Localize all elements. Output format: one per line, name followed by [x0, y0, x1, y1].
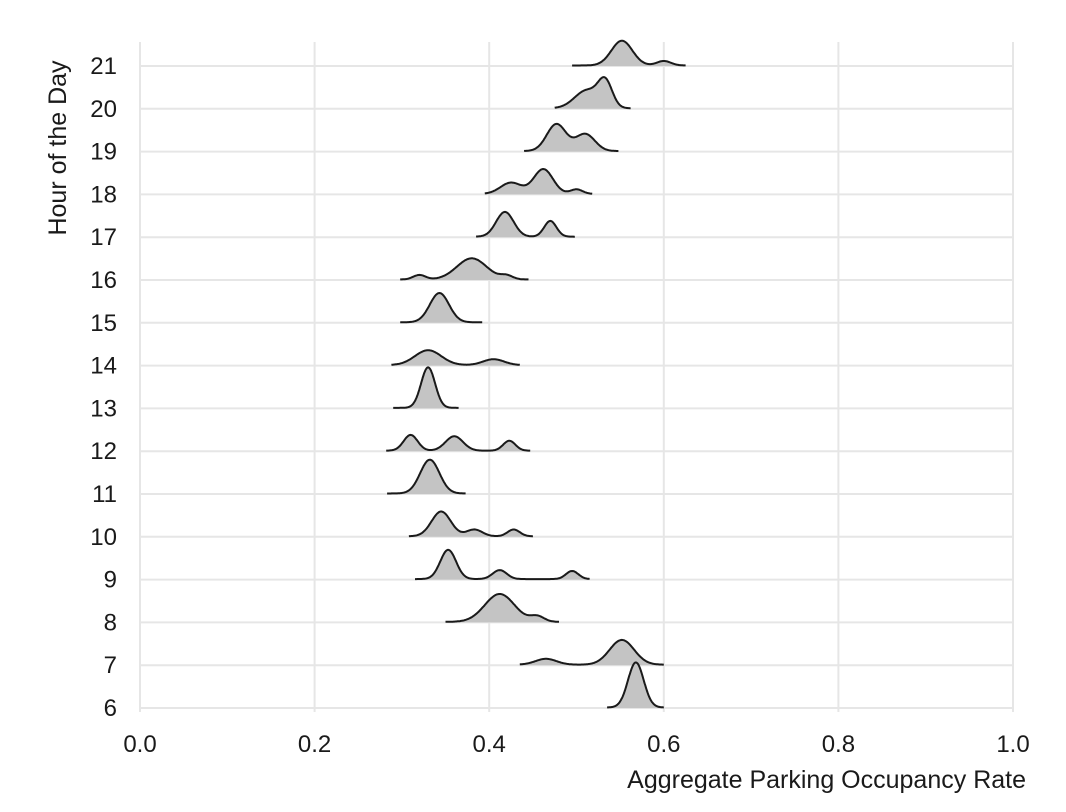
ridge-fill-hour-7: [519, 639, 664, 666]
ridge-fill-hour-13: [393, 367, 459, 409]
ridge-fill-hour-17: [476, 211, 575, 238]
ridge-outline-hour-14: [391, 349, 520, 366]
ridge-fill-hour-21: [572, 40, 686, 66]
ridge-fill-hour-6: [607, 662, 664, 708]
y-tick-label: 11: [92, 481, 117, 508]
x-tick-labels: 0.0 0.2 0.4 0.6 0.8 1.0: [123, 731, 1029, 758]
y-tick-label: 21: [90, 53, 117, 80]
ridges: [386, 39, 686, 709]
ridge-fill-hour-20: [554, 77, 631, 109]
y-tick-label: 17: [90, 224, 117, 251]
y-tick-label: 9: [104, 567, 117, 594]
ridge-outline-hour-19: [523, 122, 619, 152]
y-tick-label: 8: [104, 609, 117, 636]
ridge-outline-hour-18: [484, 168, 593, 195]
y-tick-label: 6: [104, 695, 117, 722]
ridge-outline-hour-8: [445, 593, 560, 623]
grid: [139, 42, 1014, 712]
y-tick-label: 14: [90, 353, 117, 380]
ridge-outline-hour-20: [554, 76, 632, 110]
ridge-outline-hour-13: [392, 366, 460, 409]
ridge-fill-hour-10: [408, 511, 533, 537]
y-tick-label: 16: [90, 267, 117, 294]
x-tick-label: 0.6: [647, 731, 680, 758]
ridge-fill-hour-15: [400, 293, 483, 323]
ridge-fill-hour-9: [415, 549, 590, 580]
x-tick-label: 0.2: [298, 731, 331, 758]
ridge-outline-hour-15: [399, 292, 483, 324]
ridge-fill-hour-18: [484, 169, 593, 195]
y-tick-label: 15: [90, 310, 117, 337]
ridge-outline-hour-9: [415, 548, 590, 581]
ridge-outline-hour-17: [475, 210, 575, 238]
ridge-outline-hour-21: [571, 39, 686, 67]
x-tick-label: 0.4: [473, 731, 506, 758]
y-tick-label: 20: [90, 96, 117, 123]
ridge-outline-hour-11: [386, 458, 467, 495]
y-axis-title: Hour of the Day: [44, 60, 72, 236]
y-tick-label: 12: [90, 438, 117, 465]
ridge-outline-hour-6: [606, 661, 665, 709]
ridge-fill-hour-16: [400, 258, 529, 280]
x-tick-label: 0.8: [822, 731, 855, 758]
ridge-outline-hour-7: [519, 638, 664, 666]
y-tick-label: 13: [90, 395, 117, 422]
x-tick-label: 1.0: [996, 731, 1029, 758]
ridge-outline-hour-12: [386, 433, 531, 452]
y-tick-label: 19: [90, 139, 117, 166]
y-tick-label: 18: [90, 181, 117, 208]
y-tick-labels: 6 7 8 9 10 11 12 13 14 15 16 17 18 19 20 21: [90, 53, 117, 722]
x-axis-title: Aggregate Parking Occupancy Rate: [627, 766, 1026, 794]
ridge-fill-hour-11: [387, 459, 466, 494]
ridge-outline-hour-10: [408, 510, 533, 538]
ridge-fill-hour-14: [391, 350, 520, 366]
x-tick-label: 0.0: [123, 731, 156, 758]
y-tick-label: 7: [104, 652, 117, 679]
ridge-outline-hour-16: [400, 257, 529, 281]
y-tick-label: 10: [90, 524, 117, 551]
